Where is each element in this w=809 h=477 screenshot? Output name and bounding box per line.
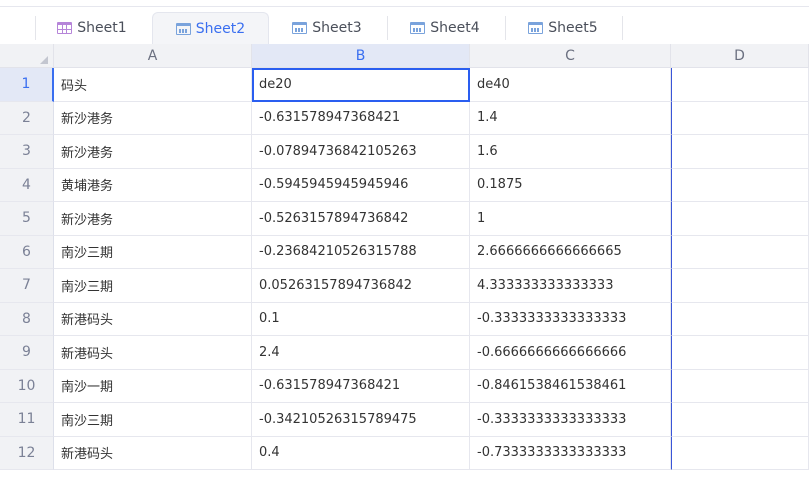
table-row: 12 新港码头 0.4 -0.7333333333333333	[0, 436, 809, 470]
cell-d1[interactable]	[671, 68, 809, 102]
cell-c5[interactable]: 1	[470, 202, 671, 236]
table-row: 8 新港码头 0.1 -0.3333333333333333	[0, 302, 809, 336]
row-header[interactable]: 7	[0, 269, 54, 303]
cell-d3[interactable]	[671, 135, 809, 169]
select-all-corner[interactable]	[0, 44, 54, 68]
cell-d7[interactable]	[671, 269, 809, 303]
table-row: 4 黄埔港务 -0.5945945945945946 0.1875	[0, 168, 809, 202]
cell-b6[interactable]: -0.23684210526315788	[252, 235, 470, 269]
cell-b2[interactable]: -0.631578947368421	[252, 101, 470, 135]
cell-d4[interactable]	[671, 168, 809, 202]
table-chart-icon	[175, 22, 191, 35]
table-row: 1 码头 de20 de40	[0, 68, 809, 102]
cell-a10[interactable]: 南沙一期	[54, 369, 252, 403]
row-header[interactable]: 5	[0, 202, 54, 236]
cell-a7[interactable]: 南沙三期	[54, 269, 252, 303]
tab-separator	[505, 16, 506, 40]
row-header[interactable]: 9	[0, 336, 54, 370]
cell-d12[interactable]	[671, 436, 809, 470]
cell-c8[interactable]: -0.3333333333333333	[470, 302, 671, 336]
table-row: 9 新港码头 2.4 -0.6666666666666666	[0, 336, 809, 370]
cell-c7[interactable]: 4.333333333333333	[470, 269, 671, 303]
row-header[interactable]: 12	[0, 436, 54, 470]
top-strip	[0, 0, 809, 7]
row-header[interactable]: 10	[0, 369, 54, 403]
cell-c3[interactable]: 1.6	[470, 135, 671, 169]
row-header[interactable]: 2	[0, 101, 54, 135]
spreadsheet-grid: A B C D 1 码头 de20 de40 2 新沙港务 -0.6315789473684…	[0, 44, 809, 477]
tab-separator	[35, 16, 36, 40]
tab-label: Sheet5	[548, 20, 598, 36]
cell-b11[interactable]: -0.34210526315789475	[252, 403, 470, 437]
row-header[interactable]: 6	[0, 235, 54, 269]
cell-c12[interactable]: -0.7333333333333333	[470, 436, 671, 470]
table-chart-icon	[292, 22, 308, 34]
tab-sheet2[interactable]: Sheet2	[152, 12, 269, 44]
cell-b9[interactable]: 2.4	[252, 336, 470, 370]
column-header-a[interactable]: A	[54, 44, 252, 68]
cell-d5[interactable]	[671, 202, 809, 236]
table-row: 7 南沙三期 0.05263157894736842 4.33333333333333…	[0, 269, 809, 303]
cell-c6[interactable]: 2.6666666666666665	[470, 235, 671, 269]
table-grid-icon	[57, 22, 73, 34]
table-chart-icon	[528, 22, 544, 34]
row-header[interactable]: 11	[0, 403, 54, 437]
cell-a6[interactable]: 南沙三期	[54, 235, 252, 269]
cell-b4[interactable]: -0.5945945945945946	[252, 168, 470, 202]
table-chart-icon	[410, 22, 426, 34]
cell-a11[interactable]: 南沙三期	[54, 403, 252, 437]
cell-a3[interactable]: 新沙港务	[54, 135, 252, 169]
row-header[interactable]: 1	[0, 68, 54, 102]
row-header[interactable]: 4	[0, 168, 54, 202]
cell-c4[interactable]: 0.1875	[470, 168, 671, 202]
tab-label: Sheet4	[430, 20, 480, 36]
cell-b12[interactable]: 0.4	[252, 436, 470, 470]
tab-sheet3[interactable]: Sheet3	[287, 12, 367, 44]
column-header-c[interactable]: C	[470, 44, 671, 68]
table-row: 10 南沙一期 -0.631578947368421 -0.8461538461538…	[0, 369, 809, 403]
tab-label: Sheet3	[312, 20, 362, 36]
table-row: 2 新沙港务 -0.631578947368421 1.4	[0, 101, 809, 135]
row-header[interactable]: 3	[0, 135, 54, 169]
cell-a5[interactable]: 新沙港务	[54, 202, 252, 236]
table-row: 5 新沙港务 -0.5263157894736842 1	[0, 202, 809, 236]
tab-separator	[622, 16, 623, 40]
tab-sheet5[interactable]: Sheet5	[523, 12, 603, 44]
cell-d9[interactable]	[671, 336, 809, 370]
cell-d2[interactable]	[671, 101, 809, 135]
tab-label: Sheet1	[77, 20, 127, 36]
cell-d6[interactable]	[671, 235, 809, 269]
cell-a1[interactable]: 码头	[54, 68, 252, 102]
cell-c2[interactable]: 1.4	[470, 101, 671, 135]
cell-c9[interactable]: -0.6666666666666666	[470, 336, 671, 370]
cell-d8[interactable]	[671, 302, 809, 336]
cell-d11[interactable]	[671, 403, 809, 437]
tab-sheet4[interactable]: Sheet4	[405, 12, 485, 44]
column-header-b[interactable]: B	[252, 44, 470, 68]
cell-a12[interactable]: 新港码头	[54, 436, 252, 470]
tab-separator	[387, 16, 388, 40]
table-row: 11 南沙三期 -0.34210526315789475 -0.33333333333…	[0, 403, 809, 437]
cell-a9[interactable]: 新港码头	[54, 336, 252, 370]
cell-a8[interactable]: 新港码头	[54, 302, 252, 336]
table-row: 6 南沙三期 -0.23684210526315788 2.6666666666666…	[0, 235, 809, 269]
cell-d10[interactable]	[671, 369, 809, 403]
cell-c1[interactable]: de40	[470, 68, 671, 102]
tab-label: Sheet2	[195, 20, 246, 37]
row-header[interactable]: 8	[0, 302, 54, 336]
cell-b1[interactable]: de20	[252, 68, 470, 102]
tab-sheet1[interactable]: Sheet1	[52, 12, 132, 44]
column-header-d[interactable]: D	[671, 44, 809, 68]
cell-a2[interactable]: 新沙港务	[54, 101, 252, 135]
cell-b7[interactable]: 0.05263157894736842	[252, 269, 470, 303]
table-row: 3 新沙港务 -0.07894736842105263 1.6	[0, 135, 809, 169]
cell-a4[interactable]: 黄埔港务	[54, 168, 252, 202]
cell-c10[interactable]: -0.8461538461538461	[470, 369, 671, 403]
cell-b5[interactable]: -0.5263157894736842	[252, 202, 470, 236]
cell-b10[interactable]: -0.631578947368421	[252, 369, 470, 403]
cell-b8[interactable]: 0.1	[252, 302, 470, 336]
cell-c11[interactable]: -0.3333333333333333	[470, 403, 671, 437]
sheet-tab-bar: Sheet1 Sheet2 Sheet3 Sheet4 Sheet5	[0, 7, 809, 44]
cell-b3[interactable]: -0.07894736842105263	[252, 135, 470, 169]
